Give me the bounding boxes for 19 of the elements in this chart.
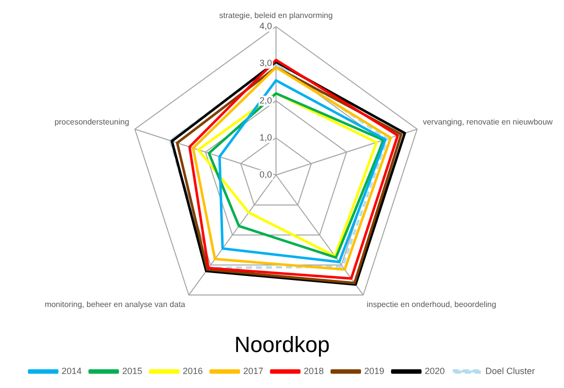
legend-label: 2014 [62, 366, 82, 376]
y-tick-label: 0,0 [259, 169, 272, 180]
spoke-label: procesondersteuning [54, 118, 130, 127]
y-tick-label: 4,0 [259, 21, 272, 32]
y-tick-label: 3,0 [259, 58, 272, 68]
y-tick-label: 1,0 [259, 132, 272, 142]
legend-label: Doel Cluster [485, 366, 535, 376]
legend-label: 2019 [364, 366, 384, 376]
legend-label: 2018 [304, 366, 324, 376]
y-tick-label: 2,0 [259, 95, 272, 106]
spoke-label: strategie, beleid en planvorming [219, 11, 333, 20]
spoke-label: inspectie en onderhoud, beoordeling [366, 300, 496, 309]
spoke-label: vervanging, renovatie en nieuwbouw [422, 118, 553, 127]
legend-label: 2016 [182, 366, 203, 376]
legend-label: 2020 [424, 366, 445, 376]
legend-label: 2015 [122, 366, 142, 376]
legend-label: 2017 [243, 366, 264, 376]
text: Noordkop [234, 332, 330, 357]
spoke-label: monitoring, beheer en analyse van data [44, 300, 186, 309]
